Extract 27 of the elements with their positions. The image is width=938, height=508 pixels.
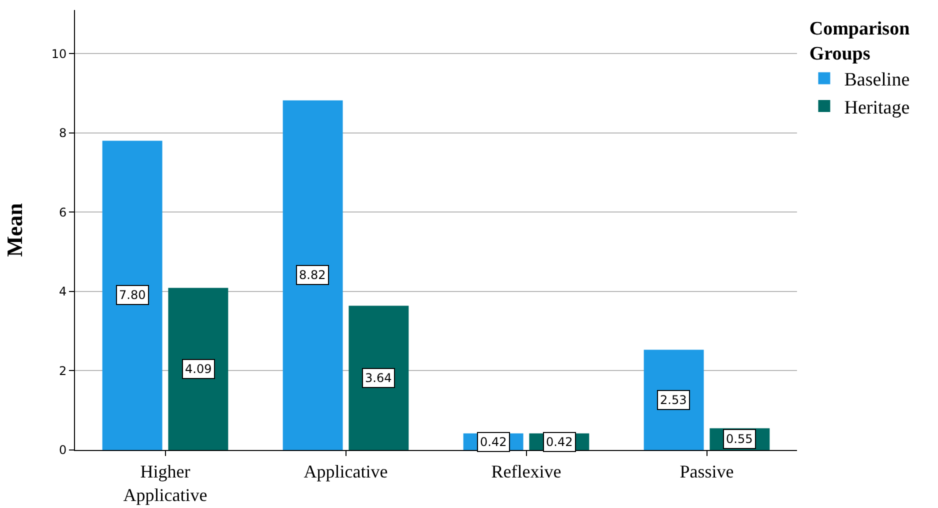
x-tick-label: Applicative (304, 462, 388, 482)
data-label: 4.09 (185, 362, 212, 376)
bar (102, 140, 162, 450)
bar (644, 350, 704, 450)
x-tick-label: Higher Applicative (123, 462, 208, 505)
y-tick-label: 0 (58, 443, 67, 458)
data-label: 8.82 (299, 268, 326, 282)
legend-title: Comparison Groups (809, 18, 910, 64)
y-tick-label: 2 (58, 364, 67, 378)
y-tick-label: 6 (58, 205, 67, 220)
bar (168, 288, 228, 450)
y-tick-label: 8 (58, 126, 67, 140)
x-tick-label: Reflexive (491, 462, 562, 482)
data-label: 7.80 (119, 288, 146, 302)
bar (348, 306, 409, 450)
y-tick-label: 10 (51, 46, 67, 61)
bar (282, 100, 343, 450)
data-label: 0.55 (726, 432, 753, 446)
data-label: 0.42 (546, 435, 573, 449)
legend-label: Baseline (844, 70, 910, 91)
legend-label: Heritage (844, 97, 910, 118)
y-axis-title: Mean (2, 203, 28, 257)
x-tick-label: Passive (680, 462, 734, 482)
y-tick-label: 4 (58, 284, 67, 299)
data-label: 2.53 (660, 393, 687, 407)
data-label: 3.64 (365, 371, 392, 385)
data-label: 0.42 (480, 435, 507, 449)
